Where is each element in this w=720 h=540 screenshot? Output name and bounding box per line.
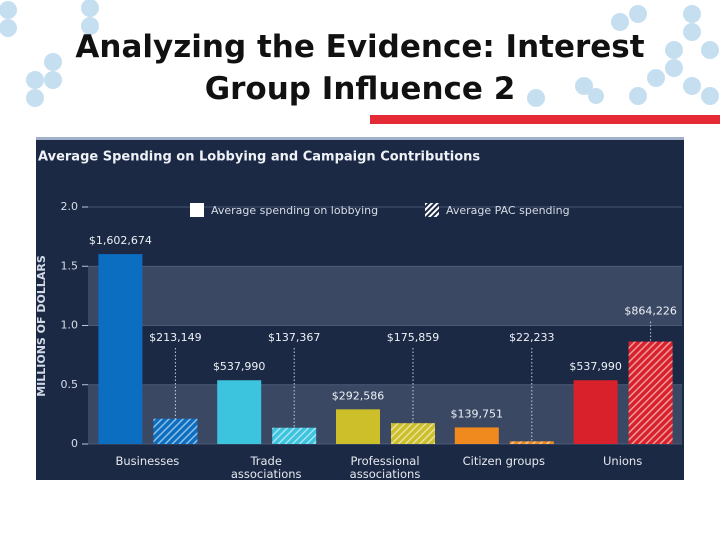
chart-title: Average Spending on Lobbying and Campaig… <box>38 150 480 165</box>
slide-title: Analyzing the Evidence: Interest Group In… <box>75 29 644 107</box>
bar <box>454 427 499 444</box>
legend-swatch <box>425 203 439 217</box>
decor <box>0 0 719 107</box>
bar <box>217 380 262 444</box>
bar <box>272 427 317 444</box>
value-label: $175,859 <box>387 331 440 344</box>
panel-rule <box>36 137 684 140</box>
slide-title-text: Analyzing the Evidence: Interest Group In… <box>75 29 644 107</box>
bar <box>509 441 554 444</box>
plot-band <box>88 266 682 326</box>
x-tick-label: Professional associations <box>349 454 421 481</box>
value-label: $864,226 <box>624 305 677 318</box>
bar <box>98 254 143 444</box>
legend-label: Average PAC spending <box>446 204 570 217</box>
value-label: $292,586 <box>332 389 385 402</box>
x-tick-label: Businesses <box>115 454 180 468</box>
y-tick-label: 1.5 <box>61 259 79 272</box>
value-label: $137,367 <box>268 331 321 344</box>
value-label: $22,233 <box>509 331 555 344</box>
legend-label: Average spending on lobbying <box>211 204 378 217</box>
value-label: $537,990 <box>569 360 622 373</box>
bar <box>153 418 198 444</box>
x-tick-label: Citizen groups <box>462 454 545 468</box>
bar <box>391 423 435 444</box>
value-label: $213,149 <box>149 331 202 344</box>
value-label: $537,990 <box>213 360 266 373</box>
y-tick-label: 2.0 <box>61 200 79 213</box>
y-tick-label: 1.0 <box>61 319 79 332</box>
accent-bar <box>370 115 720 124</box>
bar <box>336 409 380 444</box>
value-label: $139,751 <box>451 407 504 420</box>
legend-swatch <box>190 203 204 217</box>
bar <box>628 341 673 444</box>
y-axis-label: MILLIONS OF DOLLARS <box>35 255 48 397</box>
title-line: Analyzing the Evidence: Interest <box>75 29 644 65</box>
x-tick-label: Trade associations <box>230 454 302 481</box>
x-tick-label: Unions <box>602 454 643 468</box>
y-tick-label: 0 <box>71 437 78 450</box>
title-line: Group Influence 2 <box>205 71 516 107</box>
y-tick-label: 0.5 <box>61 378 79 391</box>
value-label: $1,602,674 <box>89 234 152 247</box>
bar <box>573 380 618 444</box>
